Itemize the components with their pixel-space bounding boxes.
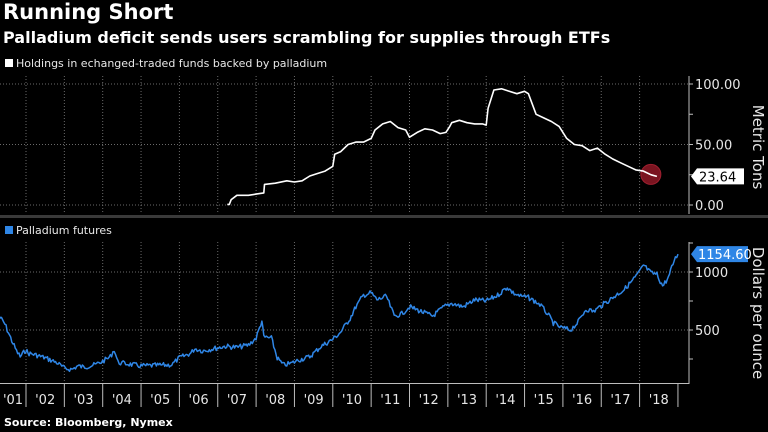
x-tick-label: '02 xyxy=(35,393,55,408)
series xyxy=(0,88,679,373)
series-line-etf-holdings xyxy=(227,88,658,206)
x-tick-label: '06 xyxy=(189,393,209,408)
series-line-palladium-futures xyxy=(0,253,679,373)
y-tick-label-bottom: 500 xyxy=(695,324,720,339)
x-tick-label: '13 xyxy=(457,393,477,408)
chart-subtitle: Palladium deficit sends users scrambling… xyxy=(3,28,611,47)
x-tick-label: '08 xyxy=(265,393,285,408)
last-value-label-top: 23.64 xyxy=(699,170,736,185)
x-tick-label: '16 xyxy=(572,393,592,408)
last-value-badge-top xyxy=(691,168,744,185)
x-tick-label: '03 xyxy=(73,393,93,408)
x-tick-label: '04 xyxy=(112,393,132,408)
x-tick-label: '18 xyxy=(649,393,669,408)
x-tick-label: '01 xyxy=(3,393,23,408)
y-tick-label-top: 50.00 xyxy=(695,139,732,154)
y-tick-label-top: 0.00 xyxy=(695,199,724,214)
y-tick-label-top: 100.00 xyxy=(695,78,741,93)
x-tick-label: '11 xyxy=(380,393,400,408)
x-tick-label: '17 xyxy=(610,393,630,408)
panel-separator xyxy=(0,215,768,218)
legend-etf-holdings: Holdings in echanged-traded funds backed… xyxy=(5,57,327,70)
chart-title: Running Short xyxy=(3,0,174,24)
y-axis-title-bottom: Dollars per ounce xyxy=(749,247,767,379)
x-tick-label: '07 xyxy=(227,393,247,408)
labels: 0.00 50.00 100.00 500 1000 '01 '02 '03 '04 '05 '06… xyxy=(3,78,767,408)
last-value-badge-bottom xyxy=(691,246,748,263)
x-tick-label: '15 xyxy=(534,393,554,408)
x-tick-label: '10 xyxy=(342,393,362,408)
legend-swatch-white xyxy=(5,59,13,67)
last-value-label-bottom: 1154.60 xyxy=(698,248,752,263)
legend-label: Holdings in echanged-traded funds backed… xyxy=(16,57,328,70)
y-axis-title-top: Metric Tons xyxy=(749,105,767,190)
x-tick-label: '09 xyxy=(304,393,324,408)
legend-label: Palladium futures xyxy=(16,224,112,237)
legend-swatch-blue xyxy=(5,226,13,234)
x-tick-label: '12 xyxy=(419,393,439,408)
x-tick-label: '14 xyxy=(495,393,515,408)
source-note: Source: Bloomberg, Nymex xyxy=(4,416,173,429)
axes xyxy=(0,76,768,407)
legend-palladium-futures: Palladium futures xyxy=(5,224,112,237)
y-tick-label-bottom: 1000 xyxy=(695,266,728,281)
gridlines xyxy=(0,76,689,383)
x-tick-label: '05 xyxy=(150,393,170,408)
